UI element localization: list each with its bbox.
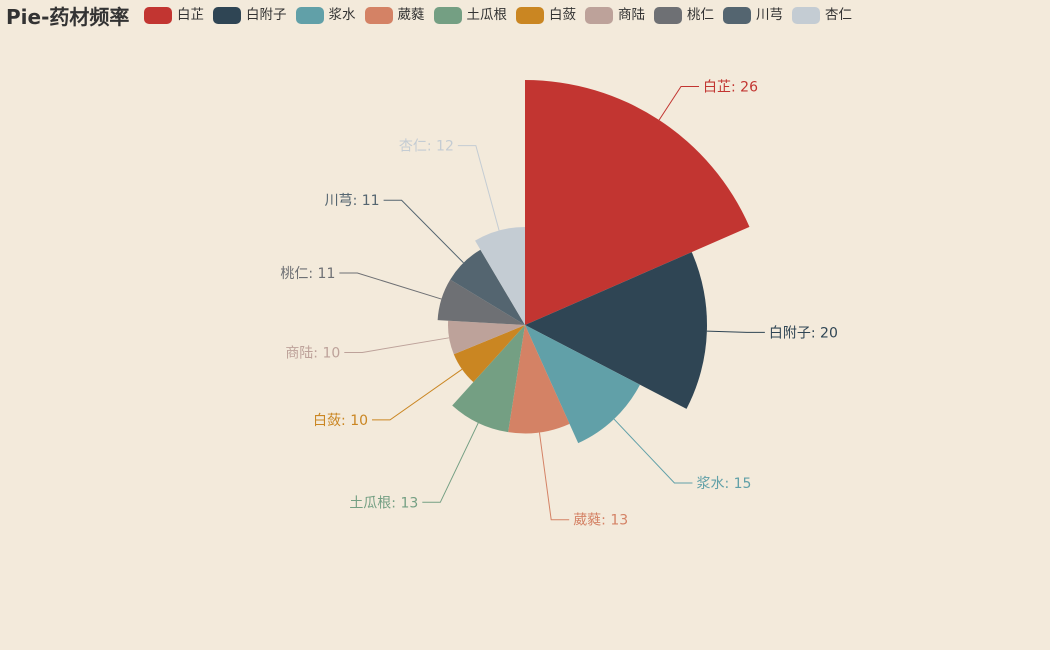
label-leader-line — [422, 422, 479, 503]
legend-swatch — [213, 6, 241, 24]
slice-label: 葳蕤: 13 — [573, 513, 628, 529]
pie-slice[interactable] — [437, 279, 525, 325]
chart-title: Pie-药材频率 — [6, 5, 130, 29]
pie-slice[interactable] — [525, 80, 750, 325]
legend-label: 白蔹 — [549, 7, 576, 23]
legend-swatch — [364, 6, 393, 24]
legend-swatch — [516, 6, 544, 24]
legend-label: 白附子 — [246, 7, 287, 23]
slice-label: 浆水: 15 — [696, 476, 751, 492]
legend-label: 杏仁 — [825, 7, 852, 23]
label-leader-line — [613, 418, 693, 484]
legend-swatch — [144, 6, 172, 24]
legend: 白芷 白附子 浆水 葳蕤 土瓜根 白蔹 商陆 桃仁 川芎 杏仁 — [144, 5, 861, 25]
legend-swatch — [585, 6, 613, 24]
legend-item[interactable]: 葳蕤 — [364, 5, 425, 25]
pie-slice[interactable] — [452, 325, 525, 433]
label-leader-line — [706, 330, 765, 333]
pie-slice[interactable] — [508, 325, 570, 434]
legend-item[interactable]: 白芷 — [144, 5, 204, 25]
slice-label: 白蔹: 10 — [313, 413, 368, 429]
legend-item[interactable]: 杏仁 — [792, 5, 852, 25]
pie-slice[interactable] — [525, 325, 640, 444]
legend-label: 商陆 — [618, 7, 645, 23]
legend-swatch — [792, 6, 820, 24]
label-leader-line — [344, 337, 450, 353]
label-leader-line — [538, 432, 570, 521]
pie-slice[interactable] — [447, 320, 525, 355]
pie-slice[interactable] — [450, 249, 525, 325]
label-leader-line — [457, 145, 500, 231]
label-leader-line — [658, 85, 700, 121]
legend-label: 白芷 — [177, 7, 204, 23]
legend-label: 葳蕤 — [397, 7, 425, 23]
legend-swatch — [433, 6, 462, 24]
legend-label: 土瓜根 — [466, 7, 508, 23]
slice-label: 白附子: 20 — [769, 325, 838, 341]
slice-label: 商陆: 10 — [285, 345, 340, 361]
legend-item[interactable]: 商陆 — [585, 5, 645, 25]
pie-slice[interactable] — [475, 227, 525, 325]
slice-label: 土瓜根: 13 — [349, 495, 418, 511]
pie-slice[interactable] — [525, 252, 708, 409]
legend-item[interactable]: 土瓜根 — [433, 5, 508, 25]
label-leader-line — [383, 199, 464, 264]
legend-swatch — [295, 6, 324, 24]
legend-label: 浆水 — [328, 7, 356, 23]
legend-item[interactable]: 浆水 — [295, 5, 356, 25]
legend-item[interactable]: 白附子 — [213, 5, 287, 25]
pie-slice[interactable] — [453, 325, 525, 383]
legend-label: 川芎 — [756, 7, 783, 23]
slice-label: 川芎: 11 — [325, 193, 380, 209]
legend-swatch — [723, 6, 751, 24]
slice-label: 白芷: 26 — [703, 79, 758, 95]
label-leader-line — [372, 368, 463, 421]
legend-item[interactable]: 白蔹 — [516, 5, 576, 25]
slice-label: 桃仁: 11 — [280, 266, 335, 282]
legend-label: 桃仁 — [687, 7, 714, 23]
legend-swatch — [654, 6, 682, 24]
legend-item[interactable]: 桃仁 — [654, 5, 714, 25]
legend-item[interactable]: 川芎 — [723, 5, 783, 25]
slice-label: 杏仁: 12 — [399, 139, 454, 155]
label-leader-line — [339, 272, 442, 300]
